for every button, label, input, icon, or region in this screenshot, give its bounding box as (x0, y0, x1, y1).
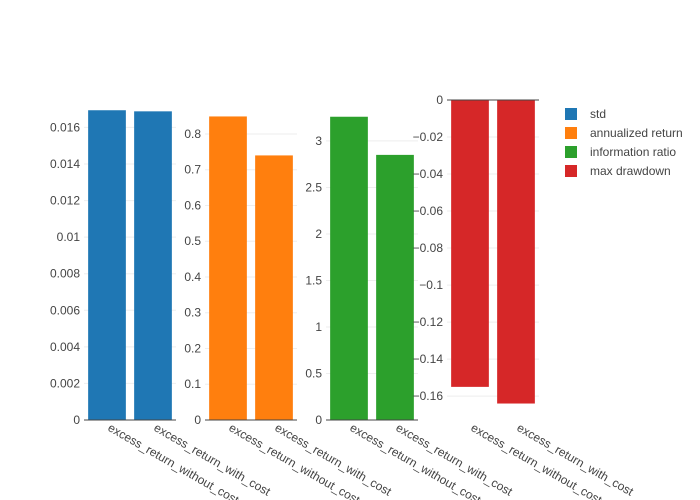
legend-label[interactable]: annualized return (590, 126, 683, 140)
y-tick-label: 0.8 (184, 127, 201, 141)
y-tick-label: 0 (194, 413, 201, 427)
bar-excess-return-without-cost[interactable] (451, 100, 489, 387)
y-tick-label: −0.12 (413, 315, 444, 329)
y-tick-label: −0.06 (413, 204, 444, 218)
y-tick-label: 0.5 (305, 366, 322, 380)
y-tick-label: 0.012 (50, 194, 80, 208)
y-tick-label: 2 (315, 227, 322, 241)
y-tick-label: 3 (315, 134, 322, 148)
legend-label[interactable]: information ratio (590, 145, 676, 159)
y-tick-label: 0 (436, 93, 443, 107)
y-tick-label: −0.1 (419, 278, 443, 292)
y-tick-label: −0.08 (413, 241, 444, 255)
y-tick-label: 0.4 (184, 270, 201, 284)
legend-swatch[interactable] (565, 165, 577, 177)
y-tick-label: 0.7 (184, 163, 201, 177)
y-tick-label: 1 (315, 320, 322, 334)
y-tick-label: 0 (315, 413, 322, 427)
bar-excess-return-with-cost[interactable] (376, 154, 414, 420)
legend-swatch[interactable] (565, 146, 577, 158)
y-tick-label: 0.014 (50, 157, 80, 171)
subplot-4: 0 −0.02 −0.04 −0.06 −0.08 −0.1 −0.12 −0.14 −0.16… (413, 93, 637, 500)
y-tick-label: −0.02 (413, 130, 444, 144)
y-tick-label: −0.16 (413, 389, 444, 403)
y-tick-label: 0.01 (57, 230, 81, 244)
y-tick-label: 0 (73, 413, 80, 427)
y-tick-label: −0.04 (413, 167, 444, 181)
bar-excess-return-without-cost[interactable] (88, 110, 126, 421)
y-tick-label: 0.016 (50, 120, 80, 134)
y-tick-label: 0.008 (50, 267, 80, 281)
legend-label[interactable]: max drawdown (590, 164, 671, 178)
legend-label[interactable]: std (590, 107, 606, 121)
legend: std annualized return information ratio max… (565, 107, 683, 178)
y-tick-label: 1.5 (305, 273, 322, 287)
y-tick-label: 0.006 (50, 303, 80, 317)
y-tick-label: 0.1 (184, 377, 201, 391)
legend-swatch[interactable] (565, 127, 577, 139)
y-tick-label: 0.002 (50, 376, 80, 390)
bar-excess-return-without-cost[interactable] (330, 116, 368, 420)
bar-excess-return-with-cost[interactable] (134, 111, 172, 420)
bar-excess-return-with-cost[interactable] (497, 100, 535, 404)
y-tick-label: 2.5 (305, 180, 322, 194)
bar-excess-return-without-cost[interactable] (209, 116, 247, 420)
y-tick-label: 0.2 (184, 341, 201, 355)
bar-excess-return-with-cost[interactable] (255, 155, 293, 420)
y-tick-label: 0.3 (184, 306, 201, 320)
y-tick-label: 0.5 (184, 234, 201, 248)
legend-swatch[interactable] (565, 108, 577, 120)
y-tick-label: −0.14 (413, 352, 444, 366)
y-tick-label: 0.6 (184, 198, 201, 212)
y-tick-label: 0.004 (50, 340, 80, 354)
